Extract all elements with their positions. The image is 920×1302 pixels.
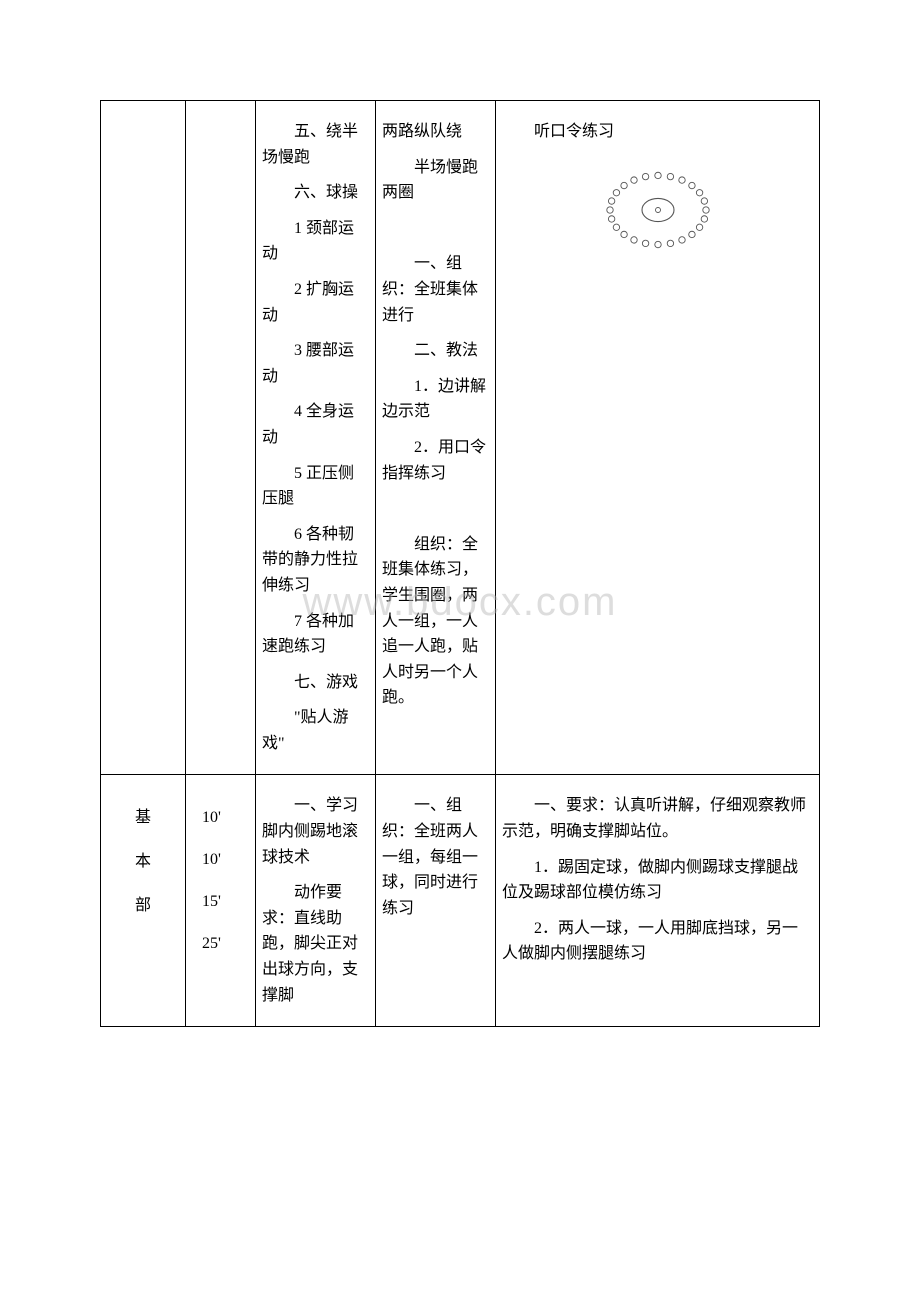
- paragraph: 组织：全班集体练习，学生围圈，两人一组，一人追一人跑，贴人时另一个人跑。: [382, 532, 489, 711]
- section-label-char: 基: [107, 803, 179, 827]
- paragraph: 6 各种韧带的静力性拉伸练习: [262, 522, 369, 599]
- paragraph: 动作要求：直线助跑，脚尖正对出球方向，支撑脚: [262, 880, 369, 1008]
- paragraph: 2 扩胸运动: [262, 277, 369, 328]
- paragraph: 5 正压侧压腿: [262, 461, 369, 512]
- paragraph: 半场慢跑两圈: [382, 155, 489, 206]
- cell-r1-c3: 五、绕半场慢跑 六、球操 1 颈部运动 2 扩胸运动 3 腰部运动 4 全身运动…: [256, 101, 376, 775]
- cell-r2-c5: 一、要求：认真听讲解，仔细观察教师示范，明确支撑脚站位。 1．踢固定球，做脚内侧…: [496, 775, 820, 1027]
- circle-formation-icon: [598, 155, 718, 265]
- paragraph: 六、球操: [262, 180, 369, 206]
- time-value: 10': [202, 809, 249, 827]
- paragraph: 4 全身运动: [262, 399, 369, 450]
- paragraph: 1．踢固定球，做脚内侧踢球支撑腿战位及踢球部位模仿练习: [502, 855, 813, 906]
- paragraph: "贴人游戏": [262, 705, 369, 756]
- section-label-char: 本: [107, 847, 179, 871]
- table-row: 五、绕半场慢跑 六、球操 1 颈部运动 2 扩胸运动 3 腰部运动 4 全身运动…: [101, 101, 820, 775]
- paragraph: 1 颈部运动: [262, 216, 369, 267]
- paragraph: 两路纵队绕: [382, 119, 489, 145]
- paragraph: 2．两人一球，一人用脚底挡球，另一人做脚内侧摆腿练习: [502, 916, 813, 967]
- paragraph: 3 腰部运动: [262, 338, 369, 389]
- cell-r2-c1: 基本部: [101, 775, 186, 1027]
- paragraph: 2．用口令指挥练习: [382, 435, 489, 486]
- paragraph: 1．边讲解边示范: [382, 374, 489, 425]
- paragraph: [382, 496, 489, 522]
- paragraph: 一、要求：认真听讲解，仔细观察教师示范，明确支撑脚站位。: [502, 793, 813, 844]
- practice-title: 听口令练习: [502, 119, 813, 145]
- paragraph: 二、教法: [382, 338, 489, 364]
- circle-diagram: [502, 155, 813, 270]
- time-value: 10': [202, 851, 249, 869]
- paragraph: 一、组织：全班两人一组，每组一球，同时进行练习: [382, 793, 489, 921]
- time-value: 15': [202, 893, 249, 911]
- paragraph: 五、绕半场慢跑: [262, 119, 369, 170]
- section-label-char: 部: [107, 891, 179, 915]
- paragraph: [382, 216, 489, 242]
- paragraph: 一、组织：全班集体进行: [382, 251, 489, 328]
- cell-r1-c2: [186, 101, 256, 775]
- paragraph: 七、游戏: [262, 670, 369, 696]
- cell-r2-c3: 一、学习脚内侧踢地滚球技术 动作要求：直线助跑，脚尖正对出球方向，支撑脚: [256, 775, 376, 1027]
- cell-r2-c4: 一、组织：全班两人一组，每组一球，同时进行练习: [376, 775, 496, 1027]
- cell-r1-c5: 听口令练习: [496, 101, 820, 775]
- table-row: 基本部 10' 10' 15' 25' 一、学习脚内侧踢地滚球技术 动作要求：直线助跑…: [101, 775, 820, 1027]
- paragraph: 7 各种加速跑练习: [262, 609, 369, 660]
- cell-r2-c2: 10' 10' 15' 25': [186, 775, 256, 1027]
- lesson-plan-table: 五、绕半场慢跑 六、球操 1 颈部运动 2 扩胸运动 3 腰部运动 4 全身运动…: [100, 100, 820, 1027]
- time-value: 25': [202, 935, 249, 953]
- paragraph: 一、学习脚内侧踢地滚球技术: [262, 793, 369, 870]
- cell-r1-c4: 两路纵队绕 半场慢跑两圈 一、组织：全班集体进行 二、教法 1．边讲解边示范 2…: [376, 101, 496, 775]
- cell-r1-c1: [101, 101, 186, 775]
